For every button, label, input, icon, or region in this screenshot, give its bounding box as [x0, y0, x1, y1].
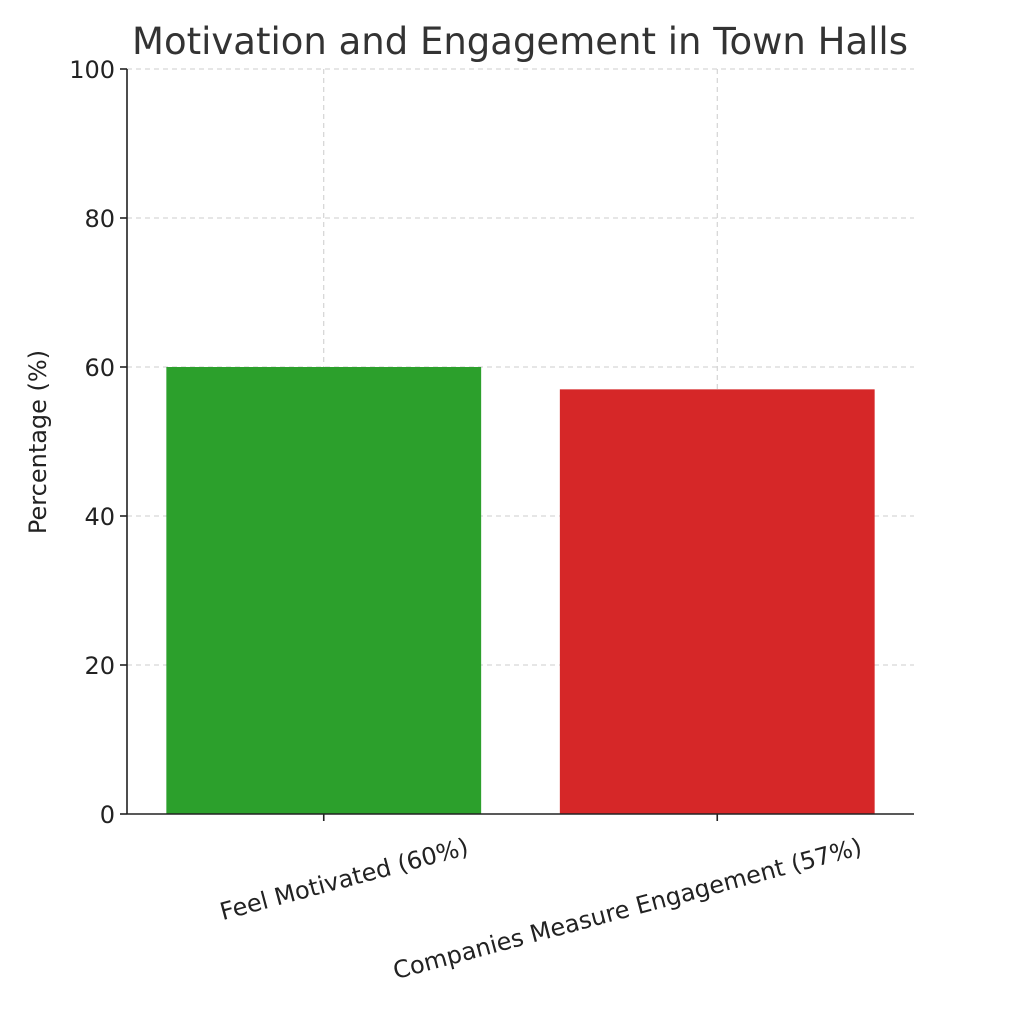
bars-layer	[166, 367, 875, 814]
y-tick-label: 0	[100, 801, 115, 829]
axes-layer	[120, 68, 914, 821]
y-tick-label: 60	[84, 354, 115, 382]
y-tick-label: 40	[84, 503, 115, 531]
bar-1	[166, 367, 482, 814]
x-category-label: Feel Motivated (60%)	[217, 833, 471, 926]
y-axis-label: Percentage (%)	[24, 350, 52, 534]
y-tick-label: 20	[84, 652, 115, 680]
y-tick-label: 100	[69, 56, 115, 84]
bar-2	[559, 389, 875, 814]
y-tick-label: 80	[84, 205, 115, 233]
chart-title: Motivation and Engagement in Town Halls	[132, 20, 908, 63]
